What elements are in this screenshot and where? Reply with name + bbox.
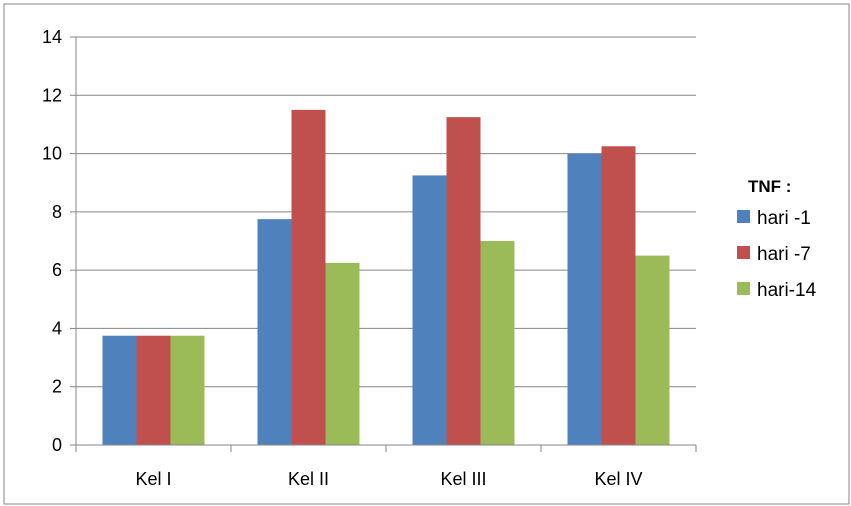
y-tick-label: 12	[42, 85, 62, 105]
x-tick-label: Kel II	[288, 469, 329, 489]
bar	[480, 241, 515, 445]
y-tick-label: 2	[52, 377, 62, 397]
bar	[412, 175, 447, 445]
y-tick-label: 0	[52, 435, 62, 455]
legend-swatch	[737, 246, 750, 259]
bar	[325, 262, 360, 445]
y-tick-label: 4	[52, 318, 62, 338]
y-tick-label: 14	[42, 27, 62, 47]
x-tick-label: Kel I	[135, 469, 171, 489]
bar	[291, 109, 326, 445]
legend-label: hari -7	[757, 244, 811, 265]
bar	[567, 153, 602, 446]
y-tick-label: 10	[42, 144, 62, 164]
axes: 0 2 4 6 8 10 12 14 Kel I Kel II Kel III Kel IV	[42, 27, 697, 489]
legend-title: TNF :	[748, 177, 791, 196]
x-tick-label: Kel III	[440, 469, 486, 489]
legend-label: hari-14	[757, 280, 817, 301]
bar	[136, 335, 171, 445]
bar	[257, 219, 292, 445]
y-tick-label: 6	[52, 260, 62, 280]
legend: TNF : hari -1 hari -7 hari-14	[737, 177, 817, 301]
bar	[635, 255, 670, 445]
x-tick-label: Kel IV	[594, 469, 642, 489]
legend-label: hari -1	[757, 208, 811, 229]
bar	[170, 335, 205, 445]
bar	[102, 335, 137, 445]
legend-swatch	[737, 210, 750, 223]
bar	[601, 146, 636, 446]
legend-swatch	[737, 282, 750, 295]
y-tick-label: 8	[52, 202, 62, 222]
bars	[102, 109, 670, 446]
bar	[446, 117, 481, 446]
